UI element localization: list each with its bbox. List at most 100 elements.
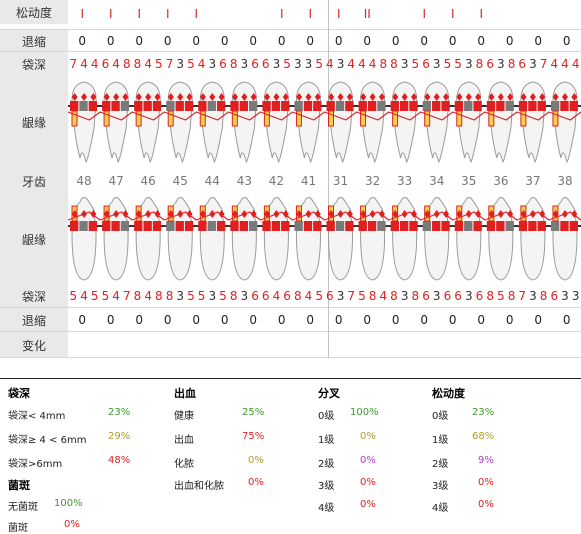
recession-value: 0: [97, 308, 126, 332]
gum-segment: [506, 101, 514, 111]
gum-segment: [166, 221, 174, 231]
pocket-depth-digit: 6: [453, 284, 464, 308]
furcation-item-label: 3级: [318, 477, 334, 492]
recession-value: 0: [239, 308, 268, 332]
recession-value: 0: [182, 30, 211, 52]
pocket-depth-digit: 3: [570, 284, 581, 308]
gum-segment: [262, 101, 270, 111]
gum-segment: [345, 221, 353, 231]
pocket-depth-digit: 4: [570, 52, 581, 76]
gum-segment: [496, 101, 504, 111]
recession-value: 0: [211, 30, 240, 52]
pocket-depth-digit: 6: [325, 284, 336, 308]
gum-segment: [272, 221, 280, 231]
mobility-item-label: 2级: [432, 455, 448, 470]
mobility-mark: II: [353, 0, 382, 28]
gum-segment: [432, 221, 440, 231]
tooth-number: 38: [549, 168, 581, 194]
pocket-depth-digit: 4: [143, 52, 154, 76]
recession-value: 0: [467, 308, 496, 332]
pocket-depth-digit: 4: [89, 52, 100, 76]
recession-value: 0: [353, 30, 382, 52]
gum-segment: [455, 101, 463, 111]
pocket-depth-digit: 3: [175, 52, 186, 76]
pocket-depth-digit: 5: [68, 284, 79, 308]
recession-value: 0: [524, 308, 553, 332]
pocket-depth-digit: 5: [282, 52, 293, 76]
pocket-depth-digit: 5: [496, 284, 507, 308]
furcation-item-label: 1级: [318, 431, 334, 446]
gum-segment: [198, 101, 206, 111]
bleeding-item-label: 出血和化脓: [174, 477, 224, 492]
pocket-depth-digit: 6: [260, 52, 271, 76]
pocket-depth-digit: 5: [186, 284, 197, 308]
gum-segment: [134, 221, 142, 231]
gum-segment: [327, 221, 335, 231]
teeth-label: 牙齿: [0, 168, 68, 194]
recession-value: 0: [325, 30, 354, 52]
mobility-item-value: 9%: [478, 455, 494, 466]
gum-segment: [464, 101, 472, 111]
gum-segment: [400, 221, 408, 231]
recession-value: 0: [553, 30, 581, 52]
pocket-depth-digit: 3: [292, 52, 303, 76]
gum-segment: [217, 221, 225, 231]
mobility-item-value: 23%: [472, 407, 494, 418]
pocket-depth-digit: 4: [378, 284, 389, 308]
plaque-item-value: 0%: [64, 519, 80, 530]
pocket-depth-digit: 3: [528, 284, 539, 308]
recession-value: 0: [97, 30, 126, 52]
gum-segment: [294, 221, 302, 231]
furcation-item-value: 0%: [360, 431, 376, 442]
mobility-mark: I: [182, 0, 211, 28]
tooth-number: 37: [517, 168, 549, 194]
mobility-mark: [239, 0, 268, 28]
pocket-depth-digit: 8: [132, 52, 143, 76]
pocket-depth-digit: 8: [474, 52, 485, 76]
gum-segment: [506, 221, 514, 231]
pocket-depth-digit: 5: [314, 52, 325, 76]
gum-segment: [327, 101, 335, 111]
gum-segment: [166, 101, 174, 111]
pocket-depth-digit: 6: [442, 284, 453, 308]
pocket-depth-digit: 7: [538, 52, 549, 76]
bleeding-item-label: 健康: [174, 407, 194, 422]
mobility-stats-title: 松动度: [432, 385, 465, 401]
pocket-item-value: 23%: [108, 407, 130, 418]
pocket-depth-digit: 3: [207, 284, 218, 308]
plaque-title: 菌斑: [8, 477, 30, 493]
recession-value: 0: [296, 30, 325, 52]
pocket-depth-digit: 3: [239, 52, 250, 76]
tooth-number: 48: [68, 168, 100, 194]
pocket-depth-digit: 7: [121, 284, 132, 308]
pocket-depth-digit: 8: [389, 52, 400, 76]
pocket-depth-digit: 8: [154, 284, 165, 308]
pocket-depth-digit: 7: [164, 52, 175, 76]
gum-segment: [538, 221, 546, 231]
pocket-depth-digit: 4: [143, 284, 154, 308]
pocket-depth-digit: 4: [79, 52, 90, 76]
gum-segment: [294, 101, 302, 111]
pocket-depth-digit: 6: [250, 284, 261, 308]
gum-segment: [368, 221, 376, 231]
pocket-item-value: 29%: [108, 431, 130, 442]
gum-segment: [176, 221, 184, 231]
pocket-depth-digit: 8: [485, 284, 496, 308]
pocket-depth-digit: 3: [399, 52, 410, 76]
pocket-depth-digit: 4: [367, 52, 378, 76]
mobility-mark: I: [97, 0, 126, 28]
furcation-title: 分叉: [318, 385, 340, 401]
pocket-depth-digit: 6: [549, 284, 560, 308]
recession-value: 0: [239, 30, 268, 52]
gum-segment: [345, 101, 353, 111]
mobility-mark: [553, 0, 581, 28]
mobility-mark: I: [410, 0, 439, 28]
recession-value: 0: [268, 30, 297, 52]
mobility-item-value: 68%: [472, 431, 494, 442]
gum-segment: [230, 221, 238, 231]
pocket-depth-digit: 5: [186, 52, 197, 76]
recession-value: 0: [268, 308, 297, 332]
gum-segment: [121, 221, 129, 231]
